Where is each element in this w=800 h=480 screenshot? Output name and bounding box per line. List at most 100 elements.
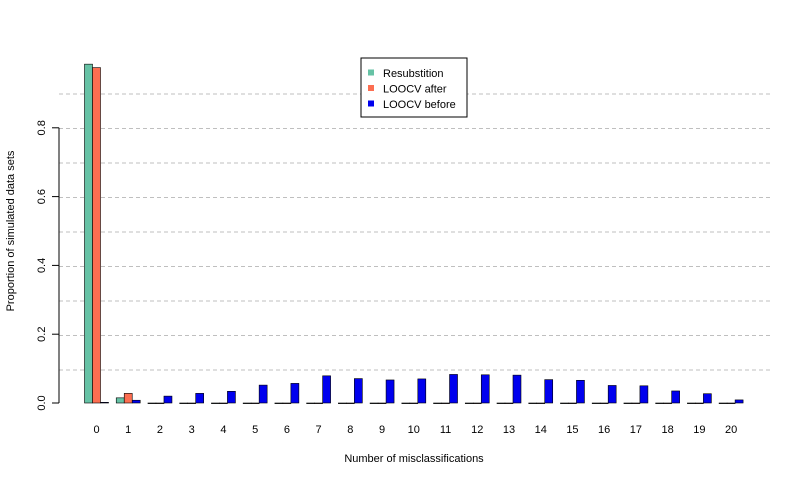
bar-s2-13 <box>512 374 522 404</box>
x-tick-label-14: 14 <box>535 424 547 436</box>
legend-label-resubstition: Resubstition <box>383 68 444 80</box>
bar-s0-17 <box>623 402 633 404</box>
bars <box>84 63 744 404</box>
x-tick-label-18: 18 <box>662 424 674 436</box>
bar-s0-1 <box>115 397 125 404</box>
bar-s0-19 <box>687 402 696 404</box>
bar-s2-6 <box>290 383 300 404</box>
x-tick-label-12: 12 <box>471 424 483 436</box>
y-tick-label-0: 0.0 <box>36 395 48 410</box>
bar-s0-6 <box>274 402 284 404</box>
legend: Resubstition LOOCV after LOOCV before <box>360 57 468 118</box>
bar-s2-16 <box>607 385 617 404</box>
bar-s2-3 <box>195 393 204 404</box>
x-tick-label-15: 15 <box>566 424 578 436</box>
bar-s2-7 <box>322 375 331 404</box>
x-tick-label-20: 20 <box>725 424 737 436</box>
y-axis: 0.0 0.2 0.4 0.6 0.8 <box>36 120 60 411</box>
x-tick-label-11: 11 <box>440 424 451 436</box>
bar-s1-8 <box>346 402 355 404</box>
bar-s1-20 <box>726 402 736 404</box>
bar-s0-4 <box>211 402 220 404</box>
bar-s2-17 <box>639 385 649 404</box>
legend-label-loocv-before: LOOCV before <box>383 99 456 111</box>
bar-s0-7 <box>306 402 315 404</box>
bar-s1-15 <box>568 402 577 404</box>
bar-s1-0 <box>92 67 101 404</box>
bar-s2-2 <box>163 395 173 404</box>
x-tick-label-4: 4 <box>220 424 226 436</box>
bar-s1-5 <box>250 402 260 404</box>
bar-s2-15 <box>576 379 585 404</box>
bar-s1-11 <box>441 402 450 404</box>
x-tick-label-0: 0 <box>93 424 99 436</box>
x-tick-label-8: 8 <box>347 424 353 436</box>
bar-s0-14 <box>528 402 538 404</box>
x-tick-labels: 0 1 2 3 4 5 6 7 8 9 10 11 12 13 14 15 16 17 18 19 20 <box>93 424 737 436</box>
x-tick-label-7: 7 <box>316 424 322 436</box>
x-axis-title: Number of misclassifications <box>344 453 484 465</box>
x-tick-label-13: 13 <box>503 424 515 436</box>
bar-s0-10 <box>401 402 411 404</box>
x-tick-label-6: 6 <box>284 424 290 436</box>
grid-lines <box>59 93 770 371</box>
bar-s0-13 <box>496 402 506 404</box>
bar-s2-1 <box>131 399 141 404</box>
legend-swatch-loocv-before <box>368 100 374 107</box>
bar-s2-12 <box>480 374 490 404</box>
bar-s0-20 <box>718 402 728 404</box>
x-tick-label-1: 1 <box>125 424 131 436</box>
bar-s0-9 <box>369 402 379 404</box>
bar-s2-0 <box>100 402 109 404</box>
bar-s2-20 <box>734 399 744 404</box>
bar-s2-9 <box>385 379 395 404</box>
bar-s1-12 <box>472 402 482 404</box>
bar-s0-3 <box>179 402 188 404</box>
x-tick-label-3: 3 <box>189 424 195 436</box>
bar-s0-0 <box>84 63 93 404</box>
bar-s1-17 <box>631 402 641 404</box>
bar-s0-18 <box>655 402 664 404</box>
bar-s1-18 <box>663 402 672 404</box>
bar-s0-15 <box>560 402 569 404</box>
bar-s2-14 <box>544 379 554 404</box>
y-axis-title: Proportion of simulated data sets <box>5 150 17 311</box>
bar-s2-10 <box>417 378 427 404</box>
bar-s1-4 <box>219 402 228 404</box>
legend-swatch-resubstition <box>368 69 374 76</box>
x-tick-label-19: 19 <box>693 424 705 436</box>
bar-s2-4 <box>227 391 236 404</box>
bar-s1-2 <box>155 402 165 404</box>
x-tick-label-16: 16 <box>598 424 610 436</box>
bar-s1-10 <box>409 402 419 404</box>
bar-s1-19 <box>695 402 704 404</box>
y-tick-label-1: 0.2 <box>36 327 48 342</box>
legend-swatch-loocv-after <box>368 85 374 91</box>
y-tick-label-2: 0.4 <box>36 258 48 273</box>
x-tick-label-9: 9 <box>379 424 385 436</box>
legend-label-loocv-after: LOOCV after <box>383 84 447 96</box>
bar-s2-5 <box>258 384 268 404</box>
bar-s1-3 <box>187 402 196 404</box>
x-tick-label-17: 17 <box>630 424 642 436</box>
bar-s1-13 <box>504 402 514 404</box>
bar-s0-12 <box>464 402 474 404</box>
bar-s1-1 <box>123 393 133 404</box>
bar-s1-7 <box>314 402 323 404</box>
bar-s2-8 <box>354 378 363 404</box>
bar-s0-2 <box>147 402 157 404</box>
x-tick-label-2: 2 <box>157 424 163 436</box>
bar-s2-19 <box>703 393 712 404</box>
y-tick-label-4: 0.8 <box>36 120 48 135</box>
x-tick-label-5: 5 <box>252 424 258 436</box>
x-tick-label-10: 10 <box>408 424 420 436</box>
legend-box <box>360 57 468 118</box>
bar-s1-6 <box>282 402 292 404</box>
bar-s2-18 <box>671 390 680 404</box>
bar-s0-5 <box>242 402 252 404</box>
bar-s1-16 <box>599 402 609 404</box>
bar-s1-14 <box>536 402 546 404</box>
bar-s0-11 <box>433 402 442 404</box>
bar-s0-16 <box>591 402 601 404</box>
